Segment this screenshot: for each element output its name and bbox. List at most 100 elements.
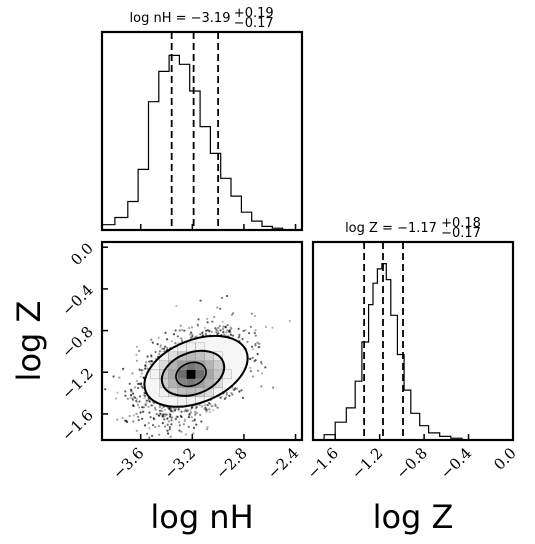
scatter-point (216, 306, 219, 309)
scatter-point (265, 325, 268, 328)
scatter-point (144, 367, 147, 370)
scatter-point (132, 414, 135, 417)
scatter-point (183, 410, 186, 413)
scatter-point (167, 420, 170, 423)
scatter-point (242, 329, 245, 333)
scatter-point (187, 416, 190, 419)
scatter-point (219, 307, 222, 310)
scatter-point (272, 386, 275, 389)
scatter-point (158, 406, 161, 409)
scatter-point (164, 345, 167, 348)
scatter-point (208, 329, 211, 332)
scatter-point (131, 397, 134, 400)
logz-histogram-steps (323, 263, 463, 440)
scatter-point (224, 396, 227, 399)
logz-xtick-label-3: −0.4 (437, 444, 475, 482)
scatter-point (124, 394, 127, 397)
scatter-point (205, 408, 208, 412)
scatter-point (238, 390, 241, 393)
scatter-point (182, 423, 185, 426)
scatter-point (184, 408, 187, 411)
scatter-point (176, 415, 179, 418)
scatter-point (173, 409, 177, 412)
logz-xtick-label-1: −1.2 (348, 444, 386, 482)
scatter-point (170, 340, 173, 343)
scatter-point (163, 425, 167, 428)
scatter-point (154, 408, 157, 411)
scatter-point (224, 325, 227, 328)
scatter-point (192, 432, 195, 435)
scatter-point (221, 296, 224, 299)
scatter-point (204, 408, 207, 411)
scatter-point (154, 350, 157, 354)
scatter-point (215, 328, 218, 331)
scatter-point (254, 331, 257, 334)
scatter-ytick-label-1: −0.4 (58, 281, 96, 319)
scatter-point (124, 390, 127, 393)
scatter-point (238, 335, 241, 338)
scatter-point (211, 405, 214, 408)
x-axis-label-logz: log Z (373, 498, 454, 536)
scatter-point (253, 332, 256, 335)
scatter-point (162, 347, 166, 350)
scatter-point (206, 321, 209, 324)
scatter-point (160, 407, 163, 410)
scatter-point (219, 396, 222, 399)
scatter-point (195, 406, 198, 409)
scatter-point (180, 430, 183, 433)
scatter-point (225, 331, 228, 334)
scatter-point (219, 329, 222, 332)
scatter-point (246, 340, 249, 343)
scatter-point (139, 375, 142, 378)
scatter-point (137, 419, 140, 422)
scatter-point (133, 386, 137, 389)
scatter-point (159, 345, 162, 348)
scatter-point (190, 326, 194, 329)
scatter-point (199, 413, 202, 417)
scatter-point (244, 329, 247, 332)
density-cell (159, 387, 169, 398)
scatter-point (135, 359, 139, 362)
scatter-point (170, 416, 173, 419)
scatter-point (230, 313, 233, 316)
scatter-point (254, 359, 257, 362)
scatter-point (136, 403, 139, 406)
scatter-point (222, 330, 225, 333)
scatter-point (189, 408, 192, 411)
scatter-point (156, 343, 159, 346)
scatter-point (178, 429, 181, 432)
scatter-point (193, 419, 196, 422)
scatter-point (143, 394, 147, 397)
scatter-point (208, 401, 211, 405)
scatter-xtick-label-1: −3.2 (161, 444, 199, 482)
scatter-point (112, 375, 115, 378)
scatter-xtick-label-0: −3.6 (109, 444, 147, 482)
scatter-point (163, 415, 166, 418)
scatter-point (158, 433, 161, 436)
scatter-point (218, 324, 221, 327)
scatter-point (231, 334, 235, 337)
scatter-point (151, 360, 154, 363)
scatter-point (163, 412, 166, 415)
scatter-point (248, 332, 251, 335)
scatter-point (271, 326, 274, 329)
density-cell (195, 351, 205, 362)
logz-xtick-label-4: 0.0 (490, 444, 520, 474)
scatter-point (157, 414, 160, 417)
scatter-point (208, 408, 211, 411)
scatter-point (157, 414, 161, 417)
scatter-point (233, 388, 236, 391)
scatter-point (229, 333, 232, 336)
scatter-point (114, 397, 117, 400)
scatter-point (231, 393, 234, 396)
scatter-point (180, 410, 183, 413)
lognh-title-sub: −0.17 (234, 16, 274, 31)
scatter-point (258, 342, 261, 345)
scatter-point (158, 409, 161, 412)
logz-hist-frame (311, 240, 515, 442)
scatter-point (141, 368, 144, 372)
scatter-point (232, 312, 235, 315)
scatter-point (251, 356, 254, 359)
scatter-frame (100, 240, 304, 442)
scatter-point (230, 392, 233, 395)
